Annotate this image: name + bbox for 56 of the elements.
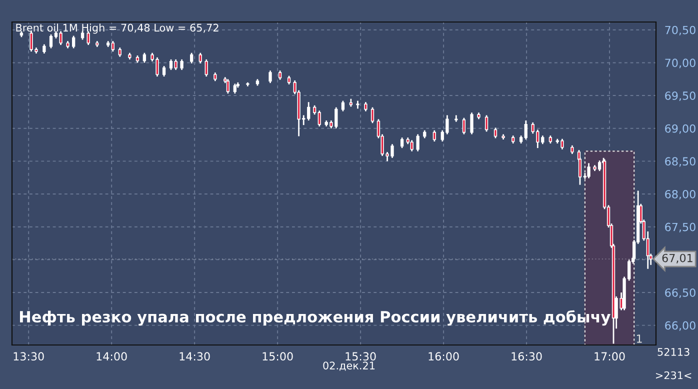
candlestick	[470, 112, 474, 135]
chart-title: Brent oil 1M High = 70,48 Low = 65,72	[16, 24, 218, 34]
candlestick	[226, 78, 230, 94]
candlestick	[118, 46, 122, 58]
ref-line-label: 67,01	[662, 254, 692, 264]
candlestick	[190, 52, 194, 64]
candlestick	[454, 114, 458, 122]
candlestick	[524, 120, 528, 140]
y-tick-label: 66,00	[665, 321, 696, 331]
y-tick-label: 68,50	[665, 157, 696, 167]
candlestick	[432, 130, 436, 142]
text: >231<	[656, 371, 692, 380]
annotation: Нефть резко упала после предложения России увеличить добычу	[20, 310, 610, 326]
candlestick	[198, 52, 202, 64]
candlestick	[313, 104, 316, 116]
candlestick	[278, 70, 282, 80]
x-tick-label: 15:30	[346, 352, 376, 361]
text: 02.дек.21	[323, 362, 375, 371]
y-tick-label: 68,00	[665, 190, 696, 200]
candlestick	[111, 40, 114, 52]
candlestick	[233, 83, 236, 94]
y-tick-label: 69,00	[665, 124, 696, 134]
candlestick	[180, 58, 184, 71]
x-tick-label: 14:30	[180, 352, 210, 361]
candlestick	[341, 100, 345, 112]
candlestick	[318, 110, 321, 128]
x-tick-label: 13:30	[14, 352, 44, 361]
candlestick	[370, 106, 374, 124]
x-tick-label: 14:00	[96, 352, 127, 361]
x-tick-label: 17:00	[594, 352, 625, 361]
y-tick-label: 67,50	[665, 222, 696, 232]
candlestick	[416, 134, 420, 152]
candlestick	[72, 35, 76, 49]
candlestick	[400, 136, 404, 149]
y-tick-label: 69,50	[665, 92, 696, 102]
x-tick-label: 16:30	[512, 352, 542, 361]
candlestick	[204, 58, 208, 78]
text: 52113	[658, 348, 690, 356]
candlestick	[462, 117, 466, 135]
x-tick-label: 15:00	[262, 352, 293, 361]
y-tick-label: 70,50	[665, 26, 696, 36]
candlestick	[49, 34, 53, 49]
candlestick	[494, 127, 498, 139]
band-label: 1	[636, 334, 642, 343]
candlestick	[42, 44, 46, 54]
candlestick	[162, 65, 166, 78]
candlestick	[484, 114, 488, 132]
candlestick	[307, 101, 310, 122]
y-tick-label: 66,50	[665, 288, 696, 298]
y-tick-label: 70,00	[665, 58, 696, 68]
candlestick	[268, 70, 272, 84]
candlestick	[587, 162, 590, 179]
candlestick	[142, 52, 146, 64]
candlestick	[410, 139, 414, 152]
x-tick-label: 16:00	[428, 352, 459, 361]
candlestick	[364, 101, 368, 112]
